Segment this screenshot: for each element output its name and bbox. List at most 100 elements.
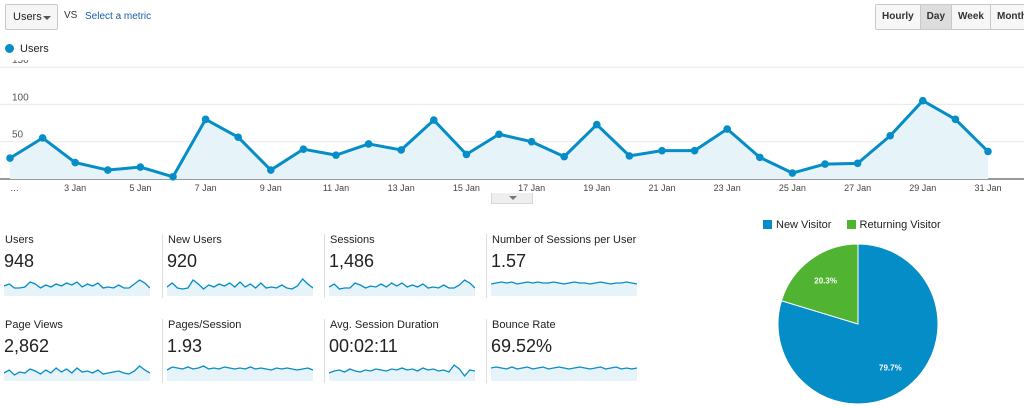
pie-legend-returning: Returning Visitor [846,219,941,231]
scorecard-pages-session[interactable]: Pages/Session 1.93 [162,319,324,383]
data-point[interactable] [527,137,536,146]
data-point[interactable] [593,120,601,129]
x-tick-label: 29 Jan [909,183,936,193]
data-point[interactable] [788,169,797,177]
y-tick-label: 100 [12,92,29,103]
metric-select-value: Users [13,11,42,23]
data-point[interactable] [495,130,503,139]
scorecard-label: Sessions [330,234,375,246]
time-range-toggle: Hourly Day Week Month [875,4,1024,30]
legend-dot-icon [5,44,14,53]
range-week-button[interactable]: Week [952,5,991,29]
visitor-pie-chart: 79.7% 20.3% [777,243,939,405]
x-tick-label: 9 Jan [260,183,282,193]
scorecard-bounce-rate[interactable]: Bounce Rate 69.52% [486,319,648,383]
range-month-button[interactable]: Month [990,5,1024,29]
data-point[interactable] [756,153,764,162]
scorecard-avg-session-duration[interactable]: Avg. Session Duration 00:02:11 [324,319,486,383]
scorecard-label: Page Views [5,319,63,331]
data-point[interactable] [919,96,927,105]
x-tick-label: 25 Jan [779,183,806,193]
data-point[interactable] [690,146,699,155]
chevron-down-icon [509,196,517,200]
sparkline [167,365,313,381]
x-tick-label: 5 Jan [129,183,151,193]
data-point[interactable] [853,159,862,168]
data-point[interactable] [299,145,308,153]
data-point[interactable] [38,134,47,142]
select-metric-link[interactable]: Select a metric [85,11,152,22]
scorecard-label: Number of Sessions per User [492,234,637,246]
x-tick-label: 15 Jan [453,183,480,193]
x-tick-label: 13 Jan [388,183,415,193]
sparkline [491,281,637,296]
data-point[interactable] [71,158,79,167]
pie-slice-returning-visitor[interactable] [780,243,859,325]
scorecard-label: New Users [168,234,222,246]
data-point[interactable] [984,147,992,156]
metric-select[interactable]: Users [5,4,58,30]
sparkline [491,366,637,381]
data-point[interactable] [364,140,373,148]
range-hourly-button[interactable]: Hourly [876,5,921,29]
data-point[interactable] [951,115,960,124]
legend-swatch-icon [846,220,856,229]
data-point[interactable] [136,163,145,171]
sparkline [167,278,313,296]
x-tick-label: 7 Jan [195,183,217,193]
scorecard-value: 1,486 [329,251,375,271]
data-point[interactable] [560,152,568,161]
range-day-button[interactable]: Day [920,5,953,29]
data-point[interactable] [201,115,210,124]
x-tick-label: 17 Jan [518,183,545,193]
scorecard-value: 1.57 [491,251,527,271]
data-point[interactable] [234,133,242,142]
pie-legend: New Visitor Returning Visitor [763,219,953,231]
scorecard-users[interactable]: Users 948 [0,234,162,298]
data-point[interactable] [430,116,438,124]
x-tick-label: 19 Jan [583,183,610,193]
scorecard-value: 00:02:11 [329,336,398,356]
x-tick-label: 27 Jan [844,183,871,193]
scorecard-value: 1.93 [167,336,203,356]
scorecard-label: Users [5,234,34,246]
data-point[interactable] [723,125,731,133]
scorecard-new-users[interactable]: New Users 920 [162,234,324,298]
x-tick-label: 3 Jan [64,183,86,193]
x-tick-label: … [10,183,19,193]
data-point[interactable] [169,172,177,181]
chart-collapse-toggle[interactable] [491,193,533,204]
pie-slice-label: 20.3% [814,276,837,285]
sparkline [4,365,150,381]
data-point[interactable] [821,160,829,168]
scorecard-value: 920 [167,251,198,271]
scorecard-page-views[interactable]: Page Views 2,862 [0,319,162,383]
y-tick-label: 50 [12,130,24,141]
data-point[interactable] [886,131,894,140]
data-point[interactable] [104,166,112,174]
data-point[interactable] [397,146,406,154]
scorecard-label: Avg. Session Duration [330,319,439,331]
sparkline [329,279,475,296]
scorecard-label: Pages/Session [168,319,242,331]
sparkline [329,364,475,381]
series-area [10,100,988,179]
scorecard-number-of-sessions-per-user[interactable]: Number of Sessions per User 1.57 [486,234,648,298]
x-tick-label: 23 Jan [714,183,741,193]
users-line-chart: 50 100 150 … 3 Jan 5 Jan 7 Jan 9 Jan 11 Jan 13 Ja… [0,60,1024,193]
sparkline [4,279,150,296]
data-point[interactable] [658,146,666,155]
data-point[interactable] [462,150,471,159]
vs-label: VS [64,10,78,21]
scorecard-sessions[interactable]: Sessions 1,486 [324,234,486,298]
data-point[interactable] [332,151,340,159]
data-point[interactable] [267,166,275,174]
chevron-down-icon [43,16,51,20]
legend-series-label: Users [20,43,49,55]
x-tick-label: 21 Jan [648,183,675,193]
scorecard-value: 69.52% [491,336,553,356]
toolbar: Users VS Select a metric Hourly Day Week… [0,0,1024,36]
data-point[interactable] [6,154,14,162]
pie-legend-new: New Visitor [763,219,831,231]
data-point[interactable] [625,152,634,160]
